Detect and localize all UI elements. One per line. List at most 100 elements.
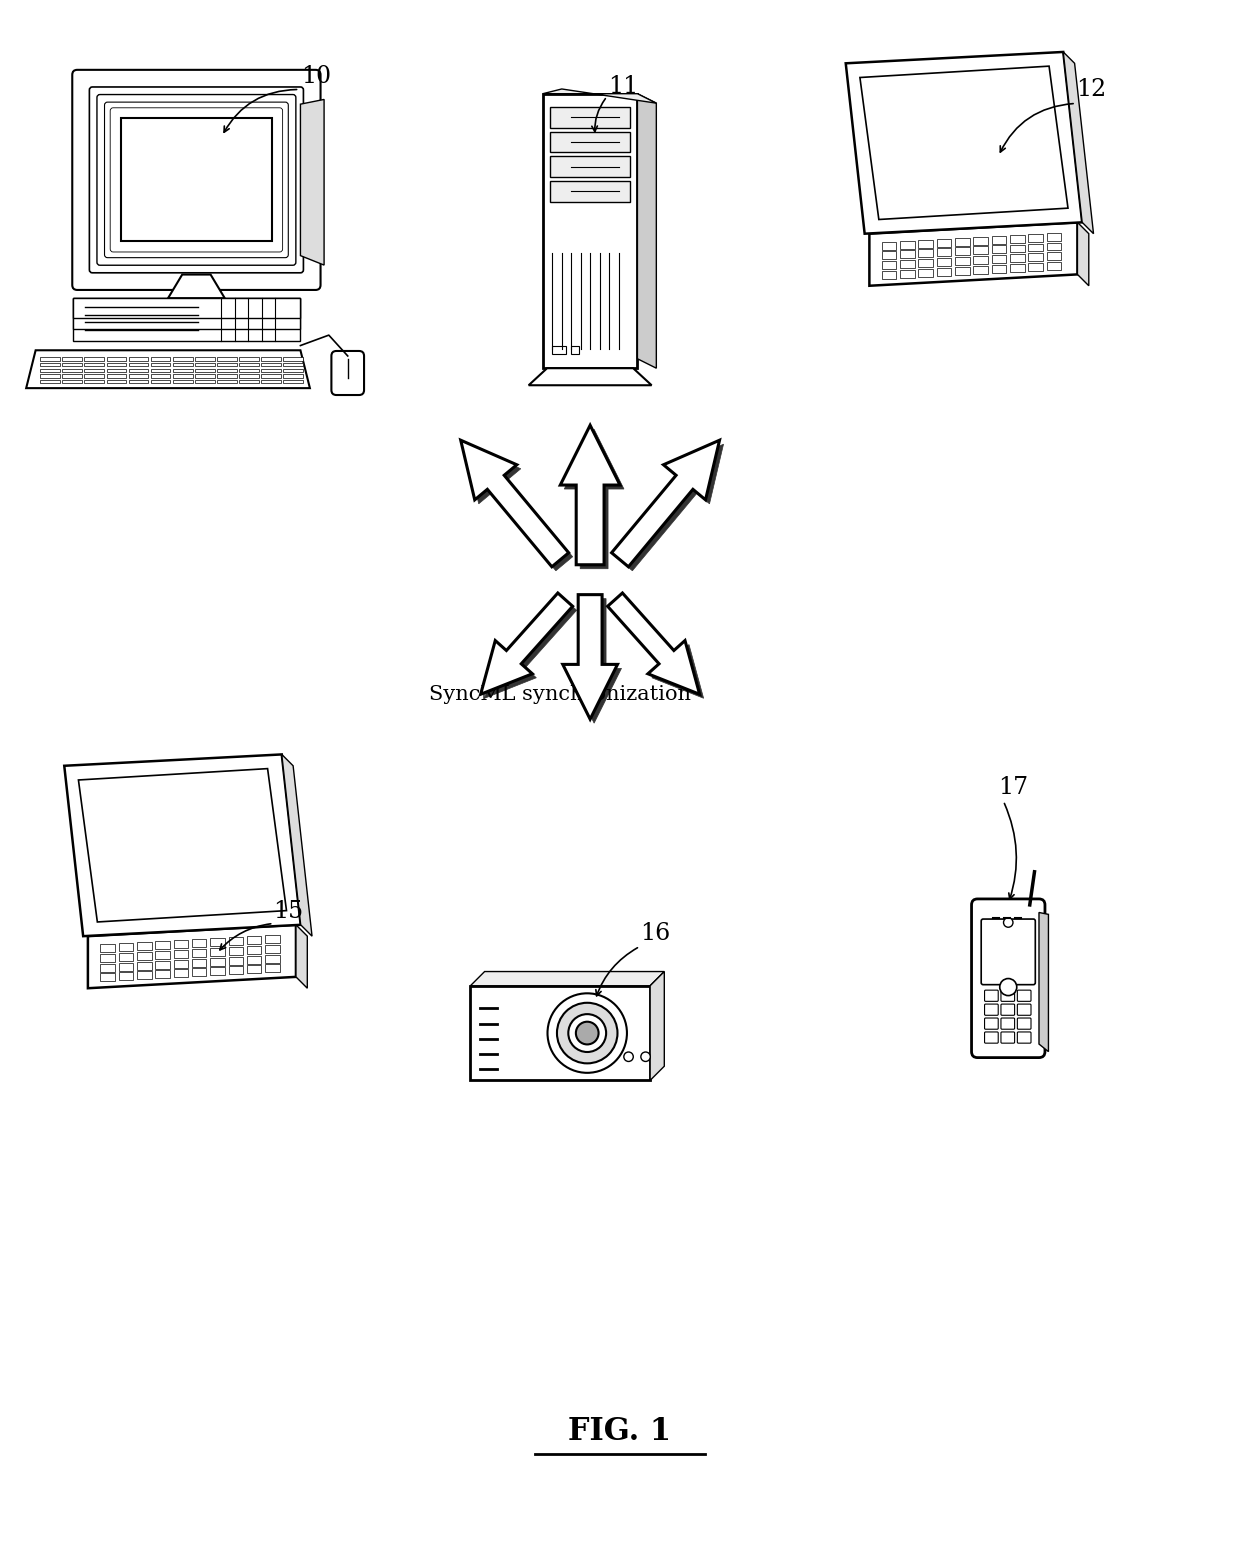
Polygon shape <box>119 943 133 951</box>
Polygon shape <box>119 963 133 971</box>
Polygon shape <box>26 350 310 389</box>
Polygon shape <box>172 369 192 372</box>
Polygon shape <box>900 251 915 259</box>
Polygon shape <box>136 953 151 960</box>
Polygon shape <box>650 971 665 1080</box>
Polygon shape <box>992 256 1007 263</box>
Polygon shape <box>900 260 915 268</box>
Polygon shape <box>1039 912 1049 1052</box>
Polygon shape <box>262 358 280 361</box>
Polygon shape <box>551 156 630 177</box>
Polygon shape <box>228 946 243 954</box>
Polygon shape <box>195 362 215 367</box>
Circle shape <box>641 1052 650 1061</box>
Polygon shape <box>1011 254 1024 262</box>
Polygon shape <box>572 347 579 355</box>
Polygon shape <box>283 369 303 372</box>
Polygon shape <box>73 299 300 318</box>
Polygon shape <box>192 959 207 967</box>
Polygon shape <box>100 963 115 971</box>
Polygon shape <box>172 380 192 384</box>
Polygon shape <box>239 358 259 361</box>
Polygon shape <box>465 445 573 570</box>
Polygon shape <box>1047 243 1061 251</box>
Polygon shape <box>543 93 637 369</box>
Polygon shape <box>239 369 259 372</box>
Polygon shape <box>78 768 286 922</box>
Polygon shape <box>174 940 188 948</box>
Polygon shape <box>955 248 970 256</box>
Polygon shape <box>107 369 126 372</box>
Polygon shape <box>300 99 324 265</box>
FancyBboxPatch shape <box>104 102 288 257</box>
Polygon shape <box>129 380 149 384</box>
Polygon shape <box>262 369 280 372</box>
Polygon shape <box>129 375 149 378</box>
Polygon shape <box>228 967 243 974</box>
Polygon shape <box>973 256 988 263</box>
Polygon shape <box>247 946 262 954</box>
FancyBboxPatch shape <box>1017 1032 1030 1042</box>
Polygon shape <box>470 985 650 1080</box>
Polygon shape <box>936 259 951 266</box>
Polygon shape <box>283 358 303 361</box>
Polygon shape <box>265 954 280 962</box>
Polygon shape <box>107 375 126 378</box>
Polygon shape <box>992 265 1007 273</box>
Polygon shape <box>174 960 188 968</box>
Polygon shape <box>155 960 170 968</box>
Polygon shape <box>62 375 82 378</box>
Polygon shape <box>919 270 932 277</box>
FancyBboxPatch shape <box>1001 990 1014 1001</box>
Polygon shape <box>84 362 104 367</box>
FancyBboxPatch shape <box>985 990 998 1001</box>
Polygon shape <box>195 369 215 372</box>
FancyBboxPatch shape <box>981 919 1035 985</box>
Polygon shape <box>155 951 170 959</box>
Polygon shape <box>84 369 104 372</box>
Polygon shape <box>919 259 932 266</box>
Polygon shape <box>151 380 170 384</box>
Polygon shape <box>283 380 303 384</box>
Polygon shape <box>485 596 577 699</box>
Polygon shape <box>955 237 970 246</box>
Polygon shape <box>211 968 224 976</box>
Polygon shape <box>239 375 259 378</box>
Polygon shape <box>217 380 237 384</box>
Polygon shape <box>211 957 224 965</box>
Polygon shape <box>265 936 280 943</box>
Text: FIG. 1: FIG. 1 <box>568 1416 672 1447</box>
Polygon shape <box>136 942 151 950</box>
Circle shape <box>568 1015 606 1052</box>
Text: 15: 15 <box>274 900 304 923</box>
Polygon shape <box>461 440 569 567</box>
Polygon shape <box>1028 243 1043 251</box>
Polygon shape <box>1063 53 1094 234</box>
Polygon shape <box>129 358 149 361</box>
FancyBboxPatch shape <box>110 108 283 252</box>
Polygon shape <box>1028 234 1043 242</box>
Polygon shape <box>611 440 719 567</box>
Polygon shape <box>100 973 115 982</box>
Polygon shape <box>900 240 915 248</box>
Polygon shape <box>551 181 630 201</box>
Polygon shape <box>62 362 82 367</box>
Polygon shape <box>551 132 630 152</box>
Polygon shape <box>615 445 723 570</box>
FancyBboxPatch shape <box>1001 1004 1014 1015</box>
Polygon shape <box>151 375 170 378</box>
Polygon shape <box>73 299 300 330</box>
Polygon shape <box>192 950 207 957</box>
Polygon shape <box>151 369 170 372</box>
Polygon shape <box>217 375 237 378</box>
Polygon shape <box>283 375 303 378</box>
Polygon shape <box>73 299 300 341</box>
Polygon shape <box>155 942 170 950</box>
Polygon shape <box>62 369 82 372</box>
Polygon shape <box>882 251 897 259</box>
Polygon shape <box>1028 263 1043 271</box>
Circle shape <box>1003 917 1013 928</box>
Circle shape <box>575 1022 599 1044</box>
Polygon shape <box>563 595 618 719</box>
Polygon shape <box>228 957 243 965</box>
